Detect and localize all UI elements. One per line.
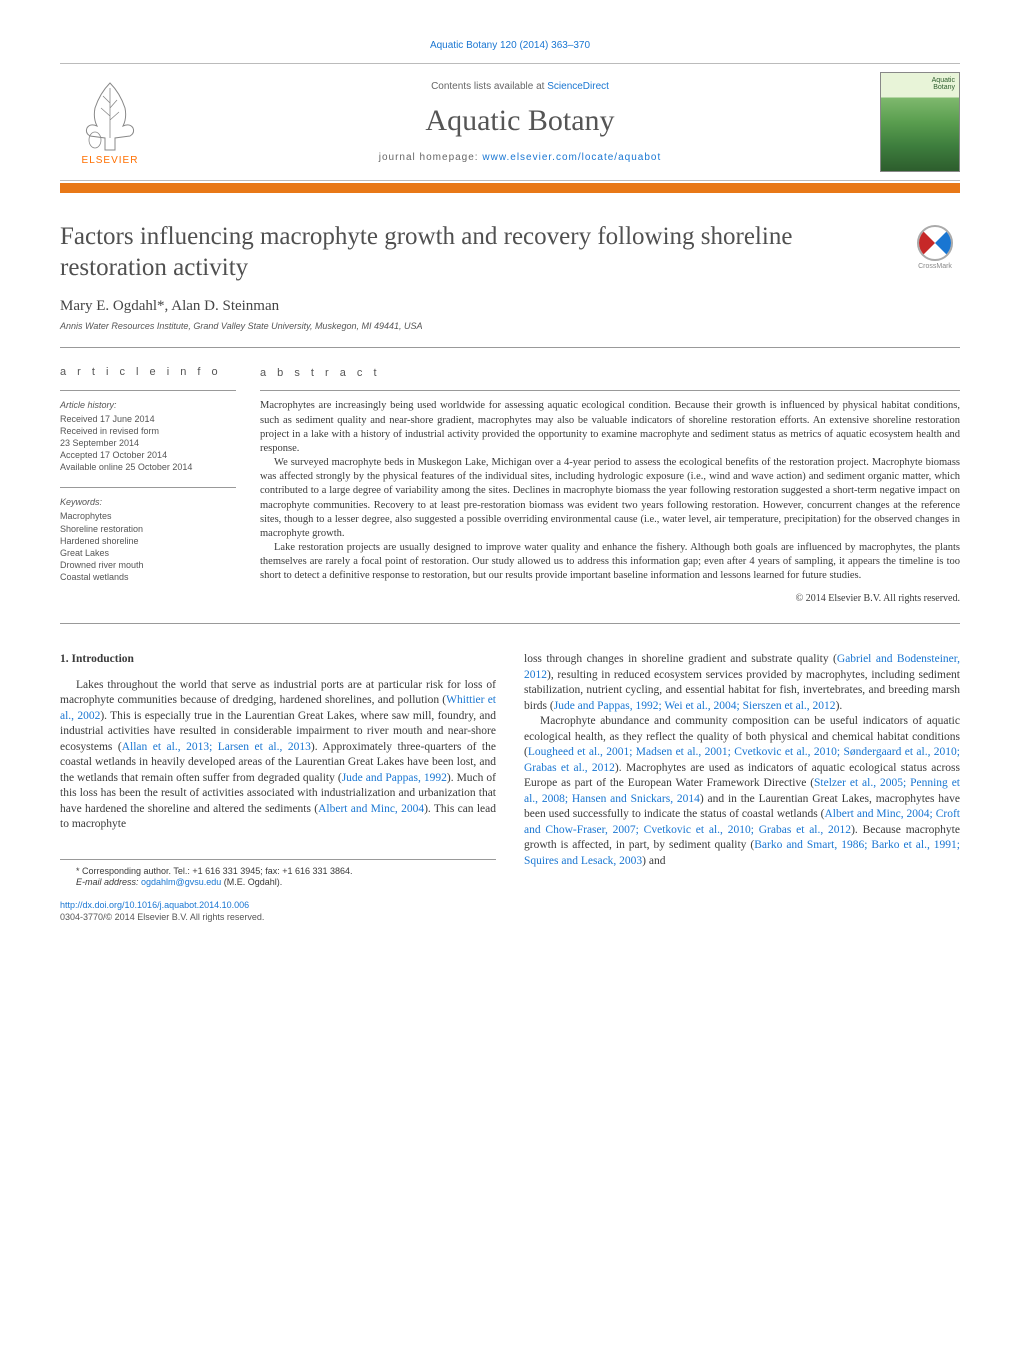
history-line: Received in revised form <box>60 425 236 437</box>
abstract-heading: a b s t r a c t <box>260 366 960 381</box>
citation-link[interactable]: Albert and Minc, 2004 <box>318 803 424 815</box>
homepage-prefix: journal homepage: <box>379 152 483 163</box>
abstract-paragraph: Macrophytes are increasingly being used … <box>260 399 960 456</box>
contents-available-line: Contents lists available at ScienceDirec… <box>160 81 880 92</box>
crossmark-label: CrossMark <box>918 263 952 270</box>
article-info-heading: a r t i c l e i n f o <box>60 366 236 378</box>
abstract-paragraph: We surveyed macrophyte beds in Muskegon … <box>260 456 960 541</box>
article-history-label: Article history: <box>60 399 236 411</box>
journal-citation-link[interactable]: Aquatic Botany 120 (2014) 363–370 <box>430 40 590 51</box>
article-title: Factors influencing macrophyte growth an… <box>60 221 890 284</box>
accent-bar <box>60 183 960 193</box>
journal-cover-thumbnail: AquaticBotany <box>880 72 960 172</box>
keyword: Coastal wetlands <box>60 571 236 583</box>
keywords-label: Keywords: <box>60 496 236 508</box>
body-paragraph: Macrophyte abundance and community compo… <box>524 714 960 869</box>
elsevier-wordmark: ELSEVIER <box>82 155 139 166</box>
elsevier-tree-icon <box>75 78 145 153</box>
abstract-copyright: © 2014 Elsevier B.V. All rights reserved… <box>260 592 960 606</box>
keyword: Great Lakes <box>60 547 236 559</box>
abstract-block: a b s t r a c t Macrophytes are increasi… <box>260 366 960 606</box>
affiliation-line: Annis Water Resources Institute, Grand V… <box>60 321 960 331</box>
crossmark-badge[interactable]: CrossMark <box>910 225 960 275</box>
body-column-left: 1. Introduction Lakes throughout the wor… <box>60 652 496 923</box>
journal-title: Aquatic Botany <box>160 104 880 138</box>
citation-link[interactable]: Jude and Pappas, 1992 <box>342 772 447 784</box>
body-column-right: loss through changes in shoreline gradie… <box>524 652 960 923</box>
abstract-paragraph: Lake restoration projects are usually de… <box>260 541 960 584</box>
title-row: Factors influencing macrophyte growth an… <box>60 221 960 284</box>
journal-homepage-line: journal homepage: www.elsevier.com/locat… <box>160 152 880 163</box>
corresponding-author-note: * Corresponding author. Tel.: +1 616 331… <box>60 866 496 878</box>
journal-homepage-link[interactable]: www.elsevier.com/locate/aquabot <box>482 152 661 163</box>
journal-cover-label: AquaticBotany <box>932 77 955 91</box>
journal-citation: Aquatic Botany 120 (2014) 363–370 <box>60 40 960 51</box>
body-columns: 1. Introduction Lakes throughout the wor… <box>60 652 960 923</box>
keyword: Macrophytes <box>60 510 236 522</box>
footnotes-block: * Corresponding author. Tel.: +1 616 331… <box>60 859 496 889</box>
keyword: Drowned river mouth <box>60 559 236 571</box>
corresponding-email-link[interactable]: ogdahlm@gvsu.edu <box>141 877 221 887</box>
keyword: Shoreline restoration <box>60 523 236 535</box>
banner-center: Contents lists available at ScienceDirec… <box>160 81 880 163</box>
history-line: Accepted 17 October 2014 <box>60 449 236 461</box>
journal-banner: ELSEVIER Contents lists available at Sci… <box>60 63 960 181</box>
history-line: Received 17 June 2014 <box>60 413 236 425</box>
contents-prefix: Contents lists available at <box>431 81 547 92</box>
info-divider-2 <box>60 487 236 488</box>
info-divider-1 <box>60 390 236 391</box>
citation-link[interactable]: Jude and Pappas, 1992; Wei et al., 2004;… <box>554 700 836 712</box>
divider-bottom <box>60 623 960 624</box>
issn-copyright-line: 0304-3770/© 2014 Elsevier B.V. All right… <box>60 912 264 922</box>
authors-line: Mary E. Ogdahl*, Alan D. Steinman <box>60 298 960 315</box>
section-heading-intro: 1. Introduction <box>60 652 496 668</box>
citation-link[interactable]: Allan et al., 2013; Larsen et al., 2013 <box>122 741 311 753</box>
email-line: E-mail address: ogdahlm@gvsu.edu (M.E. O… <box>60 877 496 889</box>
article-info-block: a r t i c l e i n f o Article history: R… <box>60 366 260 606</box>
body-paragraph: Lakes throughout the world that serve as… <box>60 678 496 833</box>
crossmark-icon <box>917 225 953 261</box>
elsevier-logo: ELSEVIER <box>60 72 160 172</box>
info-abstract-row: a r t i c l e i n f o Article history: R… <box>60 348 960 624</box>
keyword: Hardened shoreline <box>60 535 236 547</box>
doi-link[interactable]: http://dx.doi.org/10.1016/j.aquabot.2014… <box>60 900 249 910</box>
abstract-divider <box>260 390 960 391</box>
doi-block: http://dx.doi.org/10.1016/j.aquabot.2014… <box>60 899 496 923</box>
history-line: 23 September 2014 <box>60 437 236 449</box>
history-line: Available online 25 October 2014 <box>60 461 236 473</box>
sciencedirect-link[interactable]: ScienceDirect <box>547 81 609 92</box>
body-paragraph: loss through changes in shoreline gradie… <box>524 652 960 714</box>
